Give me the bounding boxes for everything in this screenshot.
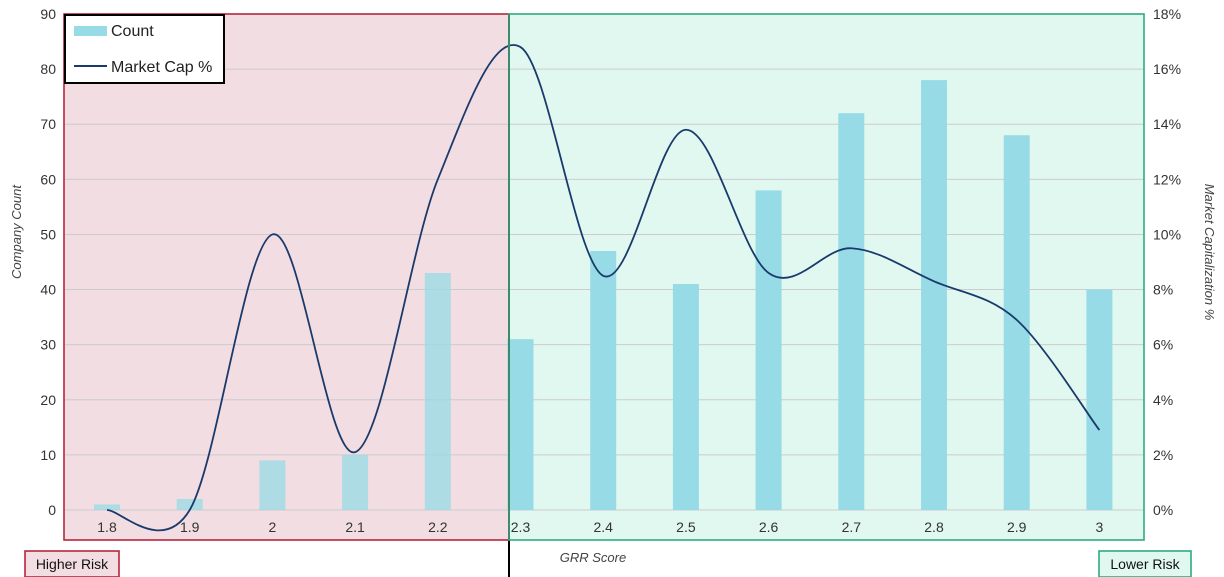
x-tick-label: 2.7 (842, 519, 862, 535)
bar (1003, 135, 1030, 510)
legend: Count Market Cap % (64, 14, 225, 84)
bar (838, 113, 865, 510)
legend-market-cap-label: Market Cap % (111, 59, 212, 76)
bar (921, 80, 947, 510)
left-tick-label: 50 (40, 226, 56, 242)
x-tick-label: 2 (269, 519, 277, 535)
right-tick-label: 18% (1153, 6, 1181, 22)
x-axis-ticks: 1.8 1.9 2 2.1 2.2 2.3 2.4 2.5 2.6 2.7 2.8 2.9 3 (97, 519, 1103, 535)
x-tick-label: 2.9 (1007, 519, 1027, 535)
right-tick-label: 16% (1153, 61, 1181, 77)
right-tick-label: 6% (1153, 337, 1173, 353)
x-tick-label: 2.1 (345, 519, 365, 535)
left-tick-label: 10 (40, 447, 56, 463)
left-tick-label: 60 (40, 171, 56, 187)
x-tick-label: 2.6 (759, 519, 779, 535)
right-tick-label: 14% (1153, 116, 1181, 132)
left-axis-title: Company Count (9, 184, 24, 279)
left-tick-label: 70 (40, 116, 56, 132)
left-tick-label: 0 (48, 502, 56, 518)
x-tick-label: 3 (1096, 519, 1104, 535)
bar (1086, 289, 1113, 510)
legend-count-label: Count (111, 23, 154, 40)
legend-count-swatch (74, 26, 107, 36)
bar (590, 250, 617, 510)
market-cap-line (106, 44, 1101, 532)
x-tick-label: 1.8 (97, 519, 117, 535)
bar (94, 504, 120, 510)
x-tick-label: 2.4 (593, 519, 613, 535)
left-axis-ticks: 0 10 20 30 40 50 60 70 80 90 (40, 6, 56, 518)
higher-risk-label: Higher Risk (36, 556, 109, 572)
x-tick-label: 2.8 (924, 519, 944, 535)
bar (755, 190, 782, 510)
bar-series (94, 80, 1113, 510)
right-tick-label: 12% (1153, 171, 1181, 187)
x-axis-title: GRR Score (560, 550, 626, 565)
left-tick-label: 30 (40, 337, 56, 353)
right-axis-title: Market Capitalization % (1202, 184, 1217, 321)
right-tick-label: 8% (1153, 282, 1173, 298)
x-tick-label: 2.5 (676, 519, 696, 535)
left-tick-label: 80 (40, 61, 56, 77)
left-tick-label: 20 (40, 392, 56, 408)
right-tick-label: 2% (1153, 447, 1173, 463)
right-axis-ticks: 0% 2% 4% 6% 8% 10% 12% 14% 16% 18% (1153, 6, 1181, 518)
x-tick-label: 2.2 (428, 519, 448, 535)
x-tick-label: 2.3 (511, 519, 531, 535)
bar (259, 460, 286, 510)
bar (672, 284, 699, 510)
bar (176, 498, 203, 510)
bar (424, 273, 451, 510)
lower-risk-badge-box (1098, 550, 1192, 577)
bar (507, 339, 534, 510)
lower-risk-badge: Lower Risk (1098, 550, 1192, 577)
right-tick-label: 4% (1153, 392, 1173, 408)
higher-risk-badge: Higher Risk (24, 550, 120, 577)
x-tick-label: 1.9 (180, 519, 200, 535)
lower-risk-zone-border (508, 13, 1145, 541)
left-tick-label: 90 (40, 6, 56, 22)
higher-risk-badge-box (24, 550, 120, 577)
right-tick-label: 10% (1153, 226, 1181, 242)
left-tick-label: 40 (40, 282, 56, 298)
lower-risk-label: Lower Risk (1110, 556, 1180, 572)
bar (342, 454, 369, 510)
right-tick-label: 0% (1153, 502, 1173, 518)
